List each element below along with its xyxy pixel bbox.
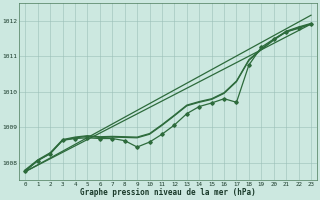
X-axis label: Graphe pression niveau de la mer (hPa): Graphe pression niveau de la mer (hPa): [80, 188, 256, 197]
